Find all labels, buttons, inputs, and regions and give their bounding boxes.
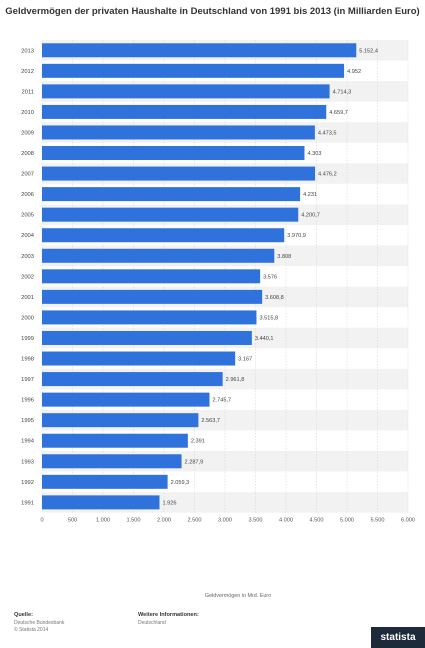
y-category-label: 1991 (21, 500, 34, 506)
y-category-label: 2012 (21, 69, 34, 75)
data-label: 4.952 (347, 69, 361, 75)
y-category-label: 2005 (21, 213, 34, 219)
data-label: 3.440,1 (255, 336, 274, 342)
data-label: 3.167 (238, 357, 252, 363)
x-tick-label: 4.000 (279, 518, 293, 524)
x-tick-label: 4.500 (310, 518, 324, 524)
data-label: 3.608,8 (265, 295, 284, 301)
y-category-label: 2004 (21, 233, 35, 239)
bar (42, 104, 327, 119)
y-category-label: 1995 (21, 418, 34, 424)
bar (42, 392, 210, 407)
y-category-label: 1993 (21, 459, 34, 465)
y-category-label: 2007 (21, 172, 34, 178)
bar (42, 351, 236, 366)
y-category-label: 2001 (21, 295, 34, 301)
bar (42, 84, 330, 99)
bar (42, 310, 257, 325)
x-tick-label: 2.500 (188, 518, 202, 524)
data-label: 2.563,7 (201, 418, 220, 424)
data-label: 3.576 (263, 274, 277, 280)
bar-chart: 2013 5.152,4 2012 4.952 2011 4.714,3 2010 4.659… (21, 40, 415, 599)
data-label: 4.200,7 (301, 213, 320, 219)
y-category-label: 1999 (21, 336, 34, 342)
data-label: 1.926 (162, 500, 176, 506)
data-label: 4.659,7 (329, 110, 348, 116)
chart-title: Geldvermögen der privaten Haushalte in D… (5, 6, 420, 17)
info-heading: Weitere Informationen: (138, 612, 199, 618)
bar (42, 166, 316, 181)
x-tick-label: 5.500 (371, 518, 385, 524)
x-tick-label: 500 (68, 518, 77, 524)
x-tick-label: 2.000 (157, 518, 171, 524)
bar (42, 146, 305, 161)
y-category-label: 1994 (21, 439, 35, 445)
bar (42, 248, 275, 263)
bar (42, 269, 261, 284)
y-category-label: 1996 (21, 398, 34, 404)
source-heading: Quelle: (14, 612, 33, 618)
data-label: 2.961,8 (226, 377, 245, 383)
data-label: 2.059,3 (171, 480, 190, 486)
source-line-1: Deutsche Bundesbank (14, 620, 65, 626)
data-label: 4.473,5 (318, 130, 337, 136)
bar (42, 413, 199, 428)
y-category-label: 1997 (21, 377, 34, 383)
y-category-label: 2003 (21, 254, 34, 260)
info-line-1: Deutschland (138, 620, 166, 626)
bar (42, 330, 252, 345)
bar (42, 63, 345, 78)
source-line-2: © Statista 2014 (14, 627, 49, 633)
x-tick-label: 1.000 (96, 518, 110, 524)
y-category-label: 1998 (21, 357, 34, 363)
y-category-label: 2002 (21, 274, 34, 280)
data-label: 4.476,2 (318, 172, 337, 178)
bar (42, 372, 223, 387)
data-label: 4.231 (303, 192, 317, 198)
y-category-label: 1992 (21, 480, 34, 486)
data-label: 3.970,9 (287, 233, 306, 239)
statista-logo: statista (371, 627, 425, 648)
y-category-label: 2008 (21, 151, 34, 157)
bar (42, 228, 285, 243)
x-tick-label: 6.000 (401, 518, 415, 524)
data-label: 3.515,8 (259, 315, 278, 321)
bar (42, 125, 315, 140)
y-category-label: 2006 (21, 192, 34, 198)
bar (42, 207, 299, 222)
data-label: 2.391 (191, 439, 205, 445)
y-category-label: 2011 (22, 89, 34, 95)
x-tick-label: 0 (40, 518, 43, 524)
x-tick-label: 5.000 (340, 518, 354, 524)
x-axis-title: Geldvermögen in Mrd. Euro (205, 593, 271, 599)
data-label: 4.303 (307, 151, 321, 157)
x-tick-label: 1.500 (127, 518, 141, 524)
x-tick-label: 3.000 (218, 518, 232, 524)
x-tick-label: 3.500 (249, 518, 263, 524)
y-category-label: 2013 (21, 48, 34, 54)
bar (42, 433, 188, 448)
data-label: 4.714,3 (333, 89, 352, 95)
bar (42, 474, 168, 489)
data-label: 3.808 (277, 254, 291, 260)
data-label: 2.287,9 (185, 459, 204, 465)
footer: Quelle: Deutsche Bundesbank © Statista 2… (0, 612, 425, 648)
bar (42, 289, 263, 304)
y-category-label: 2009 (21, 130, 34, 136)
y-category-label: 2000 (21, 315, 34, 321)
bar (42, 187, 301, 202)
data-label: 5.152,4 (359, 48, 378, 54)
bar (42, 43, 357, 58)
y-category-label: 2010 (21, 110, 34, 116)
bar (42, 495, 160, 510)
bar (42, 454, 182, 469)
data-label: 2.745,7 (212, 398, 231, 404)
